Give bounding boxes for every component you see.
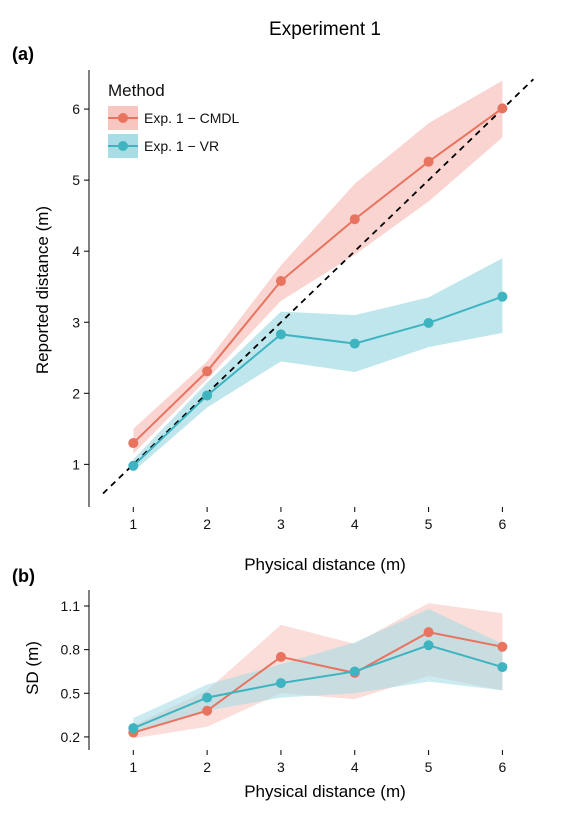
panel-a-band-vr [133, 258, 503, 472]
panel-b-x-tick-label: 4 [351, 759, 359, 775]
panel-b-line-cmdl [133, 631, 503, 734]
panel-a-band-cmdl [133, 80, 503, 454]
panel-a-y-tick-label: 4 [72, 243, 80, 259]
panel-a-identity-line [102, 78, 535, 495]
panel-a-point-cmdl [275, 276, 286, 287]
panel-a-x-tick-label: 4 [351, 516, 359, 532]
panel-a-point-cmdl [497, 103, 508, 114]
panel-a-y-tick-label: 1 [72, 456, 80, 472]
panel-b-y-tick-label: 0.5 [61, 685, 81, 701]
panel-a-point-vr [497, 291, 508, 302]
panel-b-y-ticks: 0.2 0.5 0.8 1.1 [61, 598, 89, 745]
panel-a-series [128, 103, 508, 471]
panel-b-y-axis-label: SD (m) [23, 641, 42, 695]
panel-b-y-tick-label: 0.2 [61, 729, 81, 745]
panel-a-point-vr [423, 317, 434, 328]
panel-b-series [128, 627, 508, 738]
panel-a-point-vr [202, 390, 213, 401]
panel-b-point-vr [423, 640, 434, 651]
panel-a-y-tick-label: 3 [72, 314, 80, 330]
panel-b-label: (b) [12, 566, 35, 586]
legend-label-cmdl: Exp. 1 − CMDL [144, 110, 240, 126]
panel-a-point-vr [349, 338, 360, 349]
panel-a-line-cmdl [132, 107, 503, 444]
panel-a-point-cmdl [128, 438, 139, 449]
panel-a-point-cmdl [423, 156, 434, 167]
legend-swatch-cmdl-dot [118, 113, 128, 123]
panel-b: (b) 1 2 3 4 5 6 0.2 0.5 0.8 1.1 Physical distanc… [12, 566, 508, 801]
panel-b-point-cmdl [275, 651, 286, 662]
panel-a-y-axis-label: Reported distance (m) [33, 206, 52, 374]
panel-a-y-ticks: 1 2 3 4 5 6 [72, 101, 89, 472]
panel-a-x-ticks: 1 2 3 4 5 6 [129, 507, 506, 532]
panel-a-y-tick-label: 5 [72, 172, 80, 188]
panel-b-y-tick-label: 0.8 [61, 642, 81, 658]
legend-swatch-vr-dot [118, 141, 128, 151]
panel-b-line-vr [132, 644, 503, 730]
panel-a-point-cmdl [349, 214, 360, 225]
panel-a-x-tick-label: 3 [277, 516, 285, 532]
panel-b-point-vr [202, 692, 213, 703]
panel-b-bands [133, 603, 503, 739]
panel-b-point-vr [275, 678, 286, 689]
panel-b-x-ticks: 1 2 3 4 5 6 [129, 750, 506, 775]
panel-b-point-cmdl [497, 641, 508, 652]
legend: Method Exp. 1 − CMDL Exp. 1 − VR [108, 81, 240, 158]
panel-b-x-tick-label: 5 [425, 759, 433, 775]
panel-b-band-vr [133, 608, 503, 734]
panel-b-x-tick-label: 2 [203, 759, 211, 775]
chart-title: Experiment 1 [269, 19, 381, 40]
panel-b-point-vr [497, 662, 508, 673]
panel-a-reference [102, 78, 535, 495]
panel-a-bands [133, 80, 503, 472]
panel-a-y-tick-label: 6 [72, 101, 80, 117]
panel-b-point-vr [349, 666, 360, 677]
panel-a-point-cmdl [202, 366, 213, 377]
panel-a-point-vr [275, 329, 286, 340]
panel-b-point-cmdl [423, 627, 434, 638]
panel-a-x-tick-label: 6 [498, 516, 506, 532]
panel-b-x-tick-label: 1 [129, 759, 137, 775]
panel-a-line-vr [132, 295, 503, 467]
panel-b-x-tick-label: 3 [277, 759, 285, 775]
panel-a-x-tick-label: 1 [129, 516, 137, 532]
panel-b-point-vr [128, 723, 139, 734]
panel-b-x-axis-label: Physical distance (m) [244, 782, 406, 801]
panel-a-point-vr [128, 460, 139, 471]
panel-a-x-tick-label: 2 [203, 516, 211, 532]
legend-title: Method [108, 81, 165, 100]
panel-a-x-axis-label: Physical distance (m) [244, 555, 406, 574]
panel-b-x-tick-label: 6 [498, 759, 506, 775]
legend-label-vr: Exp. 1 − VR [144, 138, 219, 154]
panel-b-y-tick-label: 1.1 [61, 598, 81, 614]
panel-b-point-cmdl [202, 705, 213, 716]
panel-a-label: (a) [12, 44, 34, 64]
panel-a-y-tick-label: 2 [72, 385, 80, 401]
panel-a-x-tick-label: 5 [425, 516, 433, 532]
